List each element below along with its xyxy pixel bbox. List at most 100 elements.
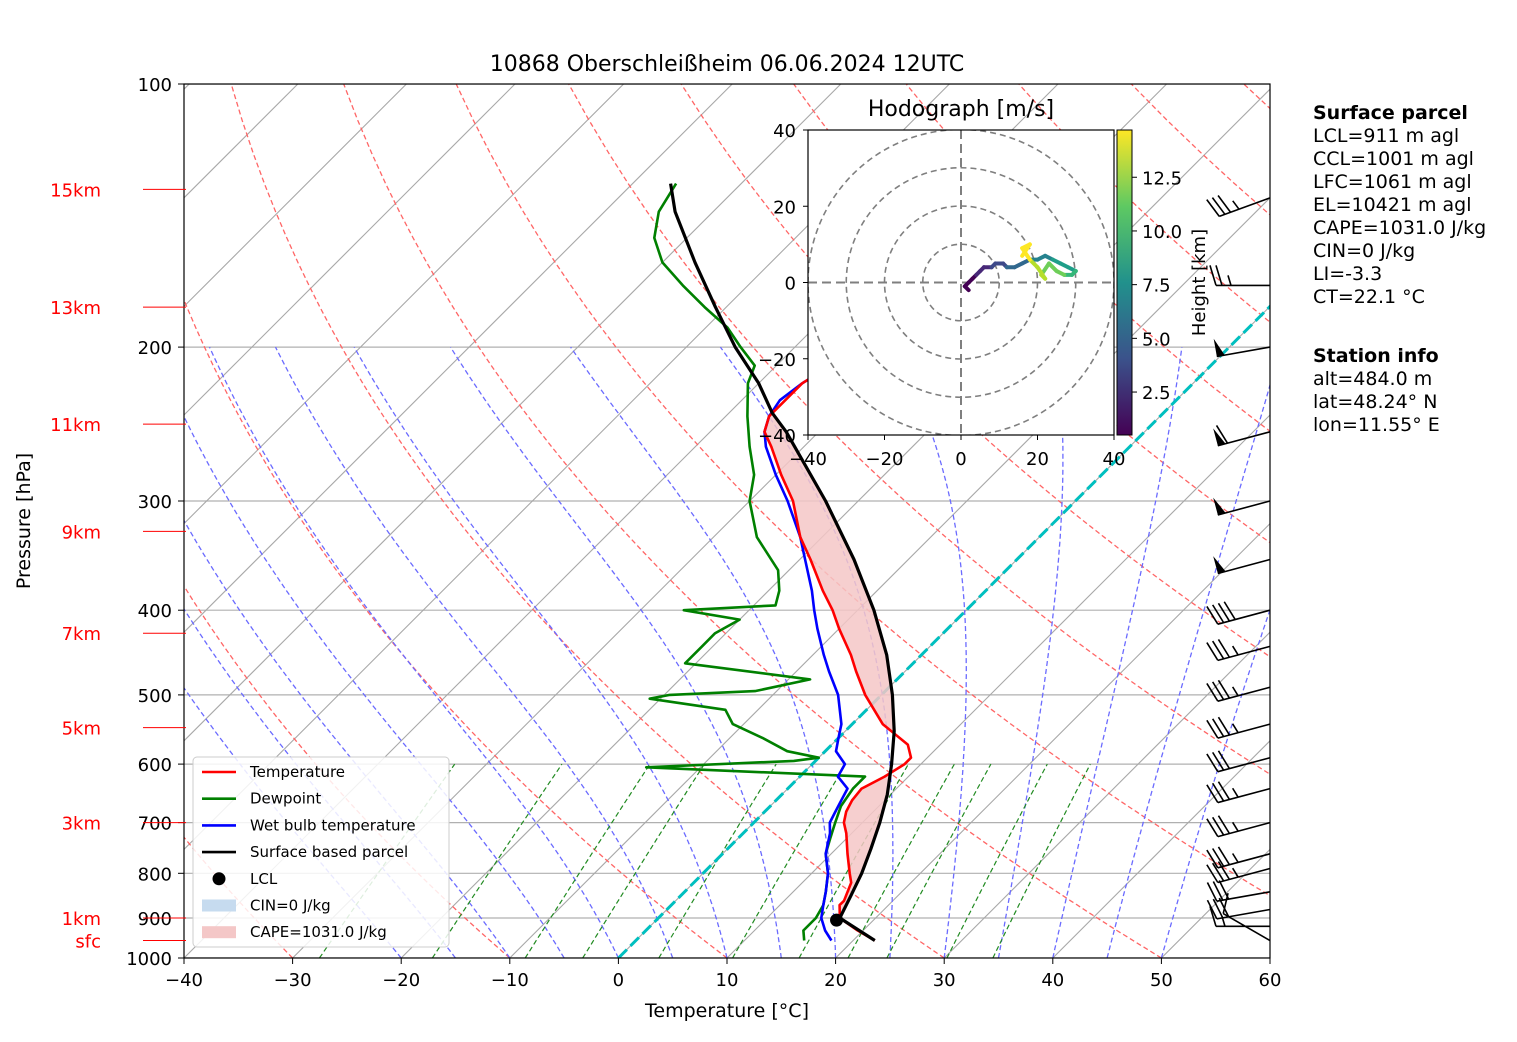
isotherm bbox=[509, 197, 1270, 958]
wind-barb-staff bbox=[1217, 853, 1271, 869]
wind-barb-staff bbox=[1217, 867, 1271, 884]
height-marker-label: 1km bbox=[62, 909, 101, 930]
wind-barb-flag bbox=[1217, 781, 1231, 800]
info-line: CAPE=1031.0 J/kg bbox=[1313, 217, 1487, 239]
hodograph-trace bbox=[1020, 242, 1032, 258]
dewpoint-line bbox=[644, 182, 867, 941]
legend-label: Temperature bbox=[249, 763, 345, 781]
wind-barb-flag bbox=[1206, 864, 1219, 883]
hodograph-x-tick-label: −40 bbox=[789, 449, 827, 470]
dry-adiabat bbox=[455, 84, 1270, 897]
wind-barb-flag bbox=[1206, 719, 1219, 739]
mixing-ratio-line bbox=[992, 763, 1091, 958]
wind-barb-half-flag bbox=[1231, 686, 1239, 697]
legend-patch-swatch bbox=[202, 926, 236, 939]
x-tick-label: 40 bbox=[1041, 970, 1064, 991]
wind-barb-flag bbox=[1217, 716, 1231, 736]
isotherm bbox=[184, 84, 624, 525]
hodograph-trace bbox=[1020, 246, 1032, 262]
isotherm bbox=[835, 522, 1270, 958]
height-marker-label: 13km bbox=[50, 298, 101, 319]
wind-barbs bbox=[1206, 195, 1271, 942]
wind-barb-flag bbox=[1211, 681, 1225, 701]
moist-adiabat bbox=[997, 347, 1064, 958]
height-marker-label: 15km bbox=[50, 180, 101, 201]
info-line: EL=10421 m agl bbox=[1313, 194, 1472, 216]
surface-parcel-heading: Surface parcel bbox=[1313, 102, 1468, 124]
wind-barb-staff bbox=[1217, 756, 1271, 773]
x-tick-label: 50 bbox=[1150, 970, 1173, 991]
info-line: CIN=0 J/kg bbox=[1313, 240, 1416, 262]
y-tick-label: 100 bbox=[138, 75, 172, 96]
legend-dot-swatch bbox=[212, 872, 226, 886]
isotherm bbox=[1052, 740, 1270, 958]
y-tick-label: 200 bbox=[138, 338, 172, 359]
wind-barb-flag bbox=[1217, 750, 1231, 770]
moist-adiabat bbox=[274, 346, 674, 958]
wind-barb-pennant bbox=[1213, 497, 1226, 515]
hodograph-clip bbox=[808, 130, 1114, 435]
hodograph-y-tick-label: −20 bbox=[758, 350, 796, 371]
wind-barb-flag bbox=[1211, 848, 1225, 867]
wind-barb-flag bbox=[1218, 880, 1230, 900]
legend-label: Wet bulb temperature bbox=[250, 816, 416, 834]
wind-barb-flag bbox=[1206, 899, 1218, 920]
wind-barb-flag bbox=[1206, 882, 1218, 902]
hodograph-y-tick-label: 40 bbox=[773, 121, 796, 142]
y-axis-label: Pressure [hPa] bbox=[13, 453, 35, 589]
hodograph-x-tick-label: −20 bbox=[866, 449, 904, 470]
mixing-ratio-line bbox=[847, 763, 955, 958]
height-marker-label: 9km bbox=[62, 522, 101, 543]
x-tick-label: 10 bbox=[716, 970, 739, 991]
wind-barb-flag bbox=[1211, 604, 1225, 624]
wind-barb-staff bbox=[1216, 346, 1271, 358]
wind-barb-flag bbox=[1206, 605, 1219, 625]
y-tick-label: 500 bbox=[138, 686, 172, 707]
wind-barb-flag bbox=[1211, 640, 1225, 660]
dry-adiabat bbox=[230, 84, 945, 958]
wind-barb-staff bbox=[1217, 609, 1271, 625]
legend-label: Surface based parcel bbox=[250, 843, 408, 861]
chart-title: 10868 Oberschleißheim 06.06.2024 12UTC bbox=[490, 52, 965, 77]
moist-adiabat bbox=[208, 346, 619, 958]
wind-barb-flag bbox=[1217, 815, 1231, 834]
mixing-ratio-line bbox=[658, 763, 777, 958]
wind-barb-half-flag bbox=[1231, 867, 1239, 878]
hodograph-title: Hodograph [m/s] bbox=[868, 97, 1054, 122]
wind-barb-flag bbox=[1206, 683, 1219, 702]
wind-barb-flag bbox=[1206, 199, 1220, 217]
y-tick-label: 600 bbox=[138, 755, 172, 776]
info-line: CT=22.1 °C bbox=[1313, 286, 1425, 308]
colorbar-tick-label: 5.0 bbox=[1142, 329, 1171, 350]
station-info-box: Station info alt=484.0 m lat=48.24° N lo… bbox=[1313, 345, 1440, 437]
x-tick-label: 0 bbox=[613, 970, 624, 991]
hodograph-ring bbox=[921, 243, 1001, 322]
colorbar-tick-label: 7.5 bbox=[1142, 276, 1171, 297]
wind-barb-flag bbox=[1211, 782, 1225, 802]
hodograph-y-tick-label: 20 bbox=[773, 197, 796, 218]
legend-label: CIN=0 J/kg bbox=[250, 897, 331, 915]
x-tick-label: −30 bbox=[274, 970, 312, 991]
wind-barb-flag bbox=[1209, 906, 1217, 927]
wind-barb-flag bbox=[1217, 602, 1231, 622]
moist-adiabat bbox=[1106, 382, 1270, 958]
wind-barb-flag bbox=[1206, 849, 1219, 869]
wind-barb-pennant bbox=[1213, 428, 1226, 446]
wind-barb-flag bbox=[1211, 816, 1225, 836]
hodograph-y-tick-label: 0 bbox=[785, 274, 796, 295]
moist-adiabat bbox=[184, 519, 511, 958]
wind-barb-staff bbox=[1217, 821, 1271, 838]
hodograph: Hodograph [m/s] −40−40 −20 −20 0 0 20 20 40 40 2.5… bbox=[758, 97, 1210, 470]
mixing-ratio-line bbox=[524, 763, 651, 958]
axes: −40 −30 −20 −10 0 10 20 30 40 50 60100200300400500… bbox=[126, 75, 1281, 991]
x-axis-label: Temperature [°C] bbox=[644, 1000, 809, 1022]
wind-barb-pennant bbox=[1213, 338, 1225, 357]
info-line: LFC=1061 m agl bbox=[1313, 171, 1472, 193]
colorbar-tick-label: 2.5 bbox=[1142, 383, 1171, 404]
colorbar-tick-label: 12.5 bbox=[1142, 168, 1182, 189]
y-tick-label: 700 bbox=[138, 814, 172, 835]
height-marker-label: sfc bbox=[75, 932, 101, 953]
wind-barb-staff bbox=[1216, 908, 1271, 920]
wind-barb-half-flag bbox=[1231, 645, 1239, 656]
